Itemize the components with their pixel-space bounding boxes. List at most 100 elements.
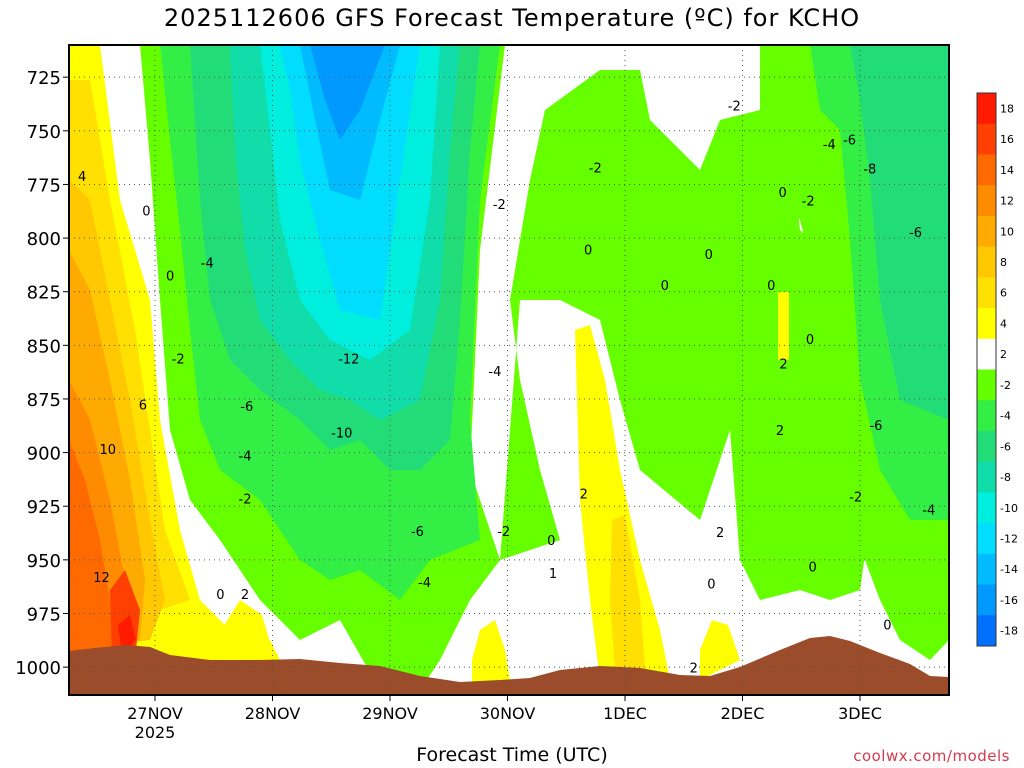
contour-label: -6 [240,400,253,415]
colorbar-label: -6 [1000,440,1011,453]
x-tick-label: 27NOV [127,704,183,723]
credit-text: coolwx.com/models [853,747,1010,765]
x-tick-label: 28NOV [245,704,301,723]
contour-label: -2 [802,195,815,210]
contour-label: -6 [909,226,922,241]
terrain [69,636,949,695]
colorbar-swatch [977,123,996,155]
colorbar-swatch [977,584,996,616]
colorbar-swatch [977,338,996,370]
contour-label: -4 [488,365,501,380]
field-warm-12 [69,440,120,655]
plot-area: 4 0 0 -4 -2 6 10 1 2 -6 -4 -2 0 2 -12 -10 -6 -4 -2 0 -2 -2 0 -4… [69,45,949,695]
contour-label: -2 [497,525,510,540]
contour-label: 0 [584,243,592,258]
contour-label: -6 [411,525,424,540]
field-warm-30nov [472,620,510,685]
contour-label: -4 [239,449,252,464]
contour-label: 6 [139,399,147,414]
y-tick-label: 800 [27,229,61,250]
x-tick-label: 2DEC [721,704,765,723]
colorbar-label: -8 [1000,471,1011,484]
x-tick-label: 30NOV [480,704,536,723]
contour-label: 2 [580,488,588,503]
y-tick-label: 750 [27,122,61,143]
y-tick-label: 850 [27,336,61,357]
x-axis-label: Forecast Time (UTC) [416,744,608,766]
contour-label: 2 [716,526,724,541]
contour-label: 0 [808,561,816,576]
y-tick-label: 825 [27,283,61,304]
colorbar-swatch [977,523,996,555]
contour-label: 0 [142,204,150,219]
field-warm-16 [118,615,136,655]
contour-label: 0 [707,577,715,592]
colorbar-swatch [977,93,996,125]
colorbar-swatch [977,461,996,493]
contour-label: 0 [705,248,713,263]
contour-label: -2 [239,492,252,507]
x-tick-sublabel: 2025 [135,723,176,742]
colorbar-swatch [977,430,996,463]
y-tick-label: 875 [27,390,61,411]
colorbar-label: -2 [1000,379,1011,392]
contour-label: -2 [728,100,741,115]
field-warm-28nov [215,600,275,665]
contour-label: -2 [493,198,506,213]
colorbar-swatch [977,492,996,524]
contour-label: -12 [338,353,359,368]
y-tick-label: 975 [27,604,61,625]
contour-label: 0 [767,279,775,294]
contour-label: -2 [849,490,862,505]
field-warm-1dec-inner [610,515,645,670]
colorbar-label: -10 [1000,502,1018,515]
contour-label: 1 [549,567,557,582]
contour-label: -6 [843,133,856,148]
y-tick-label: 725 [27,68,61,89]
colorbar-label: -14 [1000,563,1018,576]
contour-label: 0 [547,534,555,549]
contour-label: -4 [201,256,214,271]
colorbar-swatch [977,553,996,586]
colorbar-label: 4 [1000,317,1007,330]
colorbar-label: 10 [1000,225,1014,238]
contour-label: -4 [823,138,836,153]
chart-title: 2025112606 GFS Forecast Temperature (ºC)… [163,4,861,32]
contour-label: -10 [331,427,352,442]
contour-label: 2 [776,424,784,439]
colorbar-label: 14 [1000,164,1014,177]
colorbar-swatch [977,615,996,647]
field-warm-1dec [575,325,670,680]
colorbar-label: -16 [1000,594,1018,607]
colorbar-label: -18 [1000,625,1018,638]
colorbar-label: 16 [1000,133,1014,146]
colorbar-label: 18 [1000,102,1014,115]
plot-frame [68,44,950,696]
field-minus16 [310,45,385,140]
contour-label: 0 [216,588,224,603]
y-tick-label: 925 [27,497,61,518]
contour-label: 2 [690,661,698,676]
colorbar-swatch [977,277,996,309]
contour-label: 0 [779,186,787,201]
colorbar-legend: 18 16 14 12 10 8 6 4 2 -2 -4 -6 -8 -10 -12 -14 -16 -18 [976,92,1018,647]
contour-label: 10 [99,443,116,458]
contour-label: -2 [589,161,602,176]
grid-lines [69,45,949,695]
colorbar-swatch [977,308,996,340]
contour-label: -6 [869,419,882,434]
colorbar-label: -4 [1000,410,1011,423]
contour-label: 2 [779,358,787,373]
contour-label: 0 [806,333,814,348]
field-minus6-east [850,45,949,420]
contour-label: -4 [922,503,935,518]
contour-label: 4 [78,170,86,185]
y-tick-label: 900 [27,444,61,465]
colorbar-swatch [977,246,996,278]
colorbar-swatch [977,400,996,432]
y-tick-label: 775 [27,175,61,196]
y-tick-label: 950 [27,551,61,572]
contour-label: -4 [418,576,431,591]
colorbar-swatch [977,369,996,401]
